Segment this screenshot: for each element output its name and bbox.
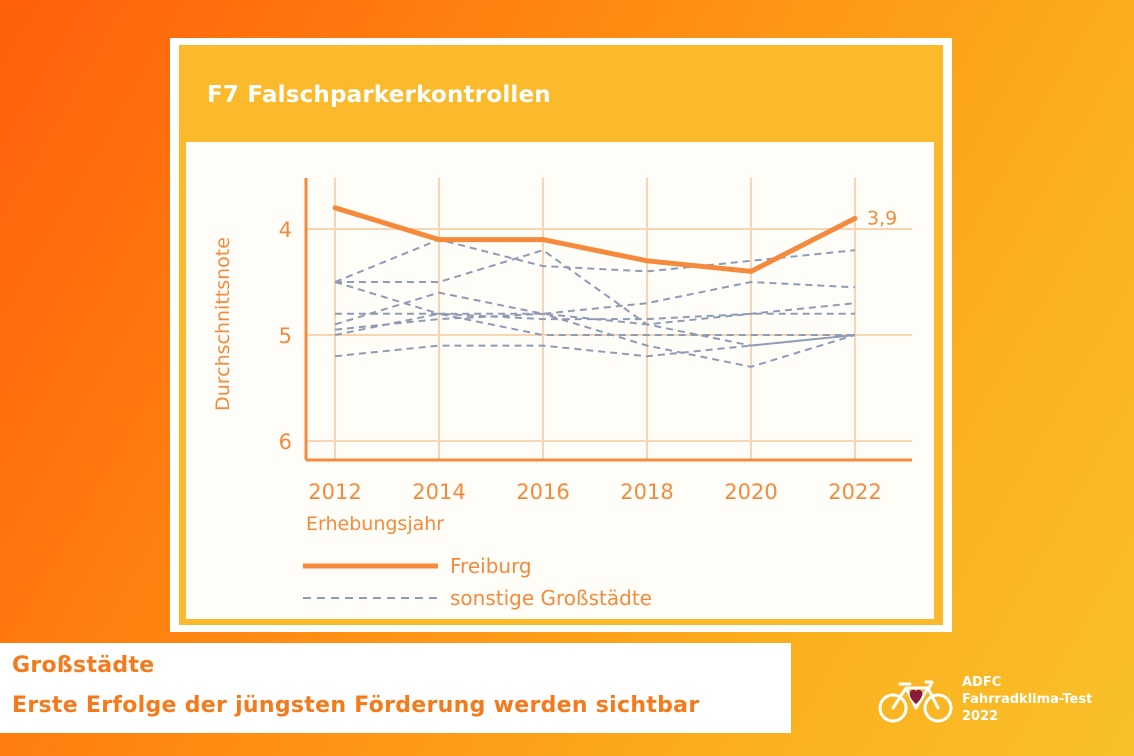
legend-label: Freiburg [450, 554, 532, 578]
series-layer [332, 205, 858, 368]
x-axis-title: Erhebungsjahr [306, 513, 444, 535]
series-line-other [334, 281, 856, 326]
series-line-other [334, 312, 856, 368]
chart-title: F7 Falschparkerkontrollen [207, 82, 551, 108]
x-tick-label: 2020 [724, 480, 777, 504]
logo-text-line: 2022 [962, 709, 999, 724]
legend-layer: Freiburg sonstige Großstädte [303, 554, 652, 610]
x-tick-label: 2012 [308, 480, 361, 504]
caption-heading: Großstädte [12, 653, 155, 678]
y-axis-title: Durchschnittsnote [212, 237, 234, 411]
series-line-other [334, 238, 856, 283]
y-tick-label: 4 [279, 218, 292, 242]
logo-text-line: Fahrradklima-Test [962, 692, 1093, 707]
x-tick-label: 2016 [516, 480, 569, 504]
series-line-other [334, 312, 855, 336]
plot-panel [186, 142, 934, 619]
series-line-other [334, 280, 856, 326]
x-tick-label: 2014 [412, 480, 465, 504]
data-label-freiburg-2022: 3,9 [867, 207, 897, 229]
x-tick-label: 2022 [828, 480, 881, 504]
grid-layer [306, 178, 912, 460]
bicycle-heart-icon [878, 680, 953, 723]
axis-layer [304, 178, 912, 462]
caption-subheading: Erste Erfolge der jüngsten Förderung wer… [12, 693, 700, 718]
label-layer: 4 5 6 2012 2014 2016 2018 2020 2022 Erhebungsjahr… [212, 207, 897, 535]
x-tick-label: 2018 [620, 480, 673, 504]
series-line-freiburg [332, 205, 858, 274]
y-tick-label: 6 [279, 430, 292, 454]
series-line-other [335, 312, 855, 321]
legend-label: sonstige Großstädte [450, 586, 652, 610]
series-line-other [334, 334, 856, 358]
series-line-other [335, 249, 856, 347]
caption-box [0, 643, 791, 733]
y-tick-label: 5 [279, 324, 292, 348]
logo-text-line: ADFC [962, 675, 1002, 690]
